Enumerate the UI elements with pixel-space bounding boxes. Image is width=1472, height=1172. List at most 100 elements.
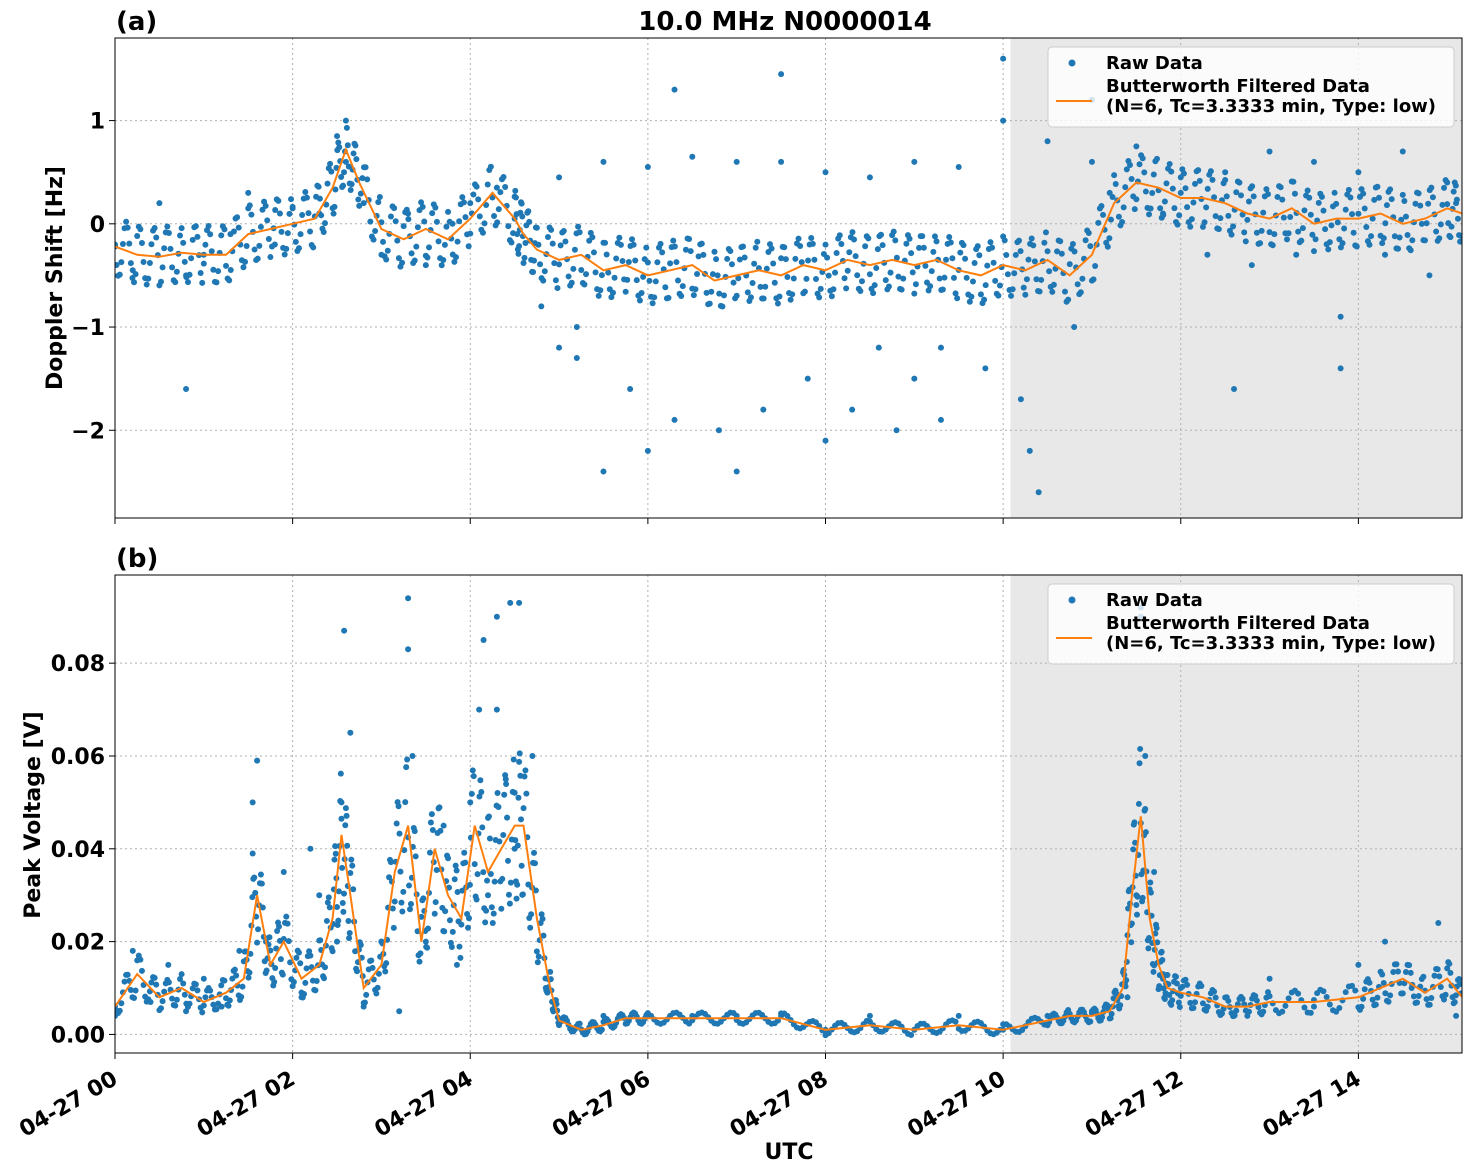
raw-data-point <box>442 908 449 915</box>
raw-data-point <box>480 636 487 643</box>
raw-data-point <box>169 995 176 1002</box>
raw-data-point <box>325 894 332 901</box>
legend-raw-marker <box>1068 59 1076 67</box>
raw-data-point <box>395 803 402 810</box>
raw-data-point <box>207 987 214 994</box>
raw-data-point <box>391 205 398 212</box>
raw-data-point <box>234 214 241 221</box>
raw-data-point <box>197 269 204 276</box>
raw-data-point <box>338 174 345 181</box>
raw-data-point <box>363 991 370 998</box>
raw-data-point <box>454 238 461 245</box>
raw-data-point <box>403 206 410 213</box>
raw-data-point <box>1318 193 1325 200</box>
y-tick-label: 0.02 <box>51 931 105 956</box>
raw-data-point <box>778 71 785 78</box>
raw-data-point <box>854 272 861 279</box>
raw-data-point <box>1022 291 1029 298</box>
raw-data-point <box>1106 235 1113 242</box>
raw-data-point <box>1382 990 1389 997</box>
raw-data-point <box>409 752 416 759</box>
raw-data-point <box>1368 233 1375 240</box>
raw-data-point <box>1336 1004 1343 1011</box>
raw-data-point <box>1395 968 1402 975</box>
raw-data-point <box>188 255 195 262</box>
raw-data-point <box>448 943 455 950</box>
x-axis-label: UTC <box>764 1140 813 1165</box>
raw-data-point <box>273 945 280 952</box>
raw-data-point <box>390 924 397 931</box>
raw-data-point <box>507 599 514 606</box>
raw-data-point <box>763 265 770 272</box>
raw-data-point <box>1293 251 1300 258</box>
raw-data-point <box>138 240 145 247</box>
raw-data-point <box>194 233 201 240</box>
raw-data-point <box>513 895 520 902</box>
raw-data-point <box>715 427 722 434</box>
raw-data-point <box>354 968 361 975</box>
raw-data-point <box>1146 935 1153 942</box>
raw-data-point <box>208 248 215 255</box>
raw-data-point <box>184 279 191 286</box>
y-tick-label: 1 <box>90 110 105 135</box>
raw-data-point <box>264 217 271 224</box>
raw-data-point <box>562 238 569 245</box>
raw-data-point <box>205 223 212 230</box>
raw-data-point <box>1425 200 1432 207</box>
raw-data-point <box>334 904 341 911</box>
raw-data-point <box>493 706 500 713</box>
raw-data-point <box>752 244 759 251</box>
raw-data-point <box>866 174 873 181</box>
raw-data-point <box>476 793 483 800</box>
raw-data-point <box>207 231 214 238</box>
raw-data-point <box>1215 226 1222 233</box>
raw-data-point <box>483 907 490 914</box>
raw-data-point <box>140 258 147 265</box>
raw-data-point <box>505 891 512 898</box>
raw-data-point <box>1203 204 1210 211</box>
raw-data-point <box>708 288 715 295</box>
raw-data-point <box>721 292 728 299</box>
raw-data-point <box>995 292 1002 299</box>
raw-data-point <box>882 277 889 284</box>
raw-data-point <box>740 243 747 250</box>
raw-data-point <box>299 212 306 219</box>
raw-data-point <box>1159 957 1166 964</box>
raw-data-point <box>830 286 837 293</box>
raw-data-point <box>1410 993 1417 1000</box>
raw-data-point <box>1154 939 1161 946</box>
raw-data-point <box>252 889 259 896</box>
raw-data-point <box>159 998 166 1005</box>
raw-data-point <box>424 254 431 261</box>
raw-data-point <box>824 254 831 261</box>
raw-data-point <box>950 274 957 281</box>
raw-data-point <box>246 202 253 209</box>
raw-data-point <box>1374 183 1381 190</box>
raw-data-point <box>636 297 643 304</box>
raw-data-point <box>236 947 243 954</box>
raw-data-point <box>1366 241 1373 248</box>
raw-data-point <box>1026 447 1033 454</box>
raw-data-point <box>1000 117 1007 124</box>
raw-data-point <box>733 292 740 299</box>
raw-data-point <box>687 248 694 255</box>
raw-data-point <box>335 139 342 146</box>
raw-data-point <box>1382 220 1389 227</box>
raw-data-point <box>730 279 737 286</box>
series-group <box>115 55 1462 496</box>
raw-data-point <box>1391 233 1398 240</box>
raw-data-point <box>487 871 494 878</box>
raw-data-point <box>502 184 509 191</box>
raw-data-point <box>339 864 346 871</box>
raw-data-point <box>576 1020 583 1027</box>
raw-data-point <box>836 232 843 239</box>
raw-data-point <box>512 194 519 201</box>
raw-data-point <box>1350 229 1357 236</box>
raw-data-point <box>401 847 408 854</box>
raw-data-point <box>132 987 139 994</box>
raw-data-point <box>960 242 967 249</box>
raw-data-point <box>1342 989 1349 996</box>
raw-data-point <box>670 237 677 244</box>
raw-data-point <box>1085 230 1092 237</box>
raw-data-point <box>1131 819 1138 826</box>
